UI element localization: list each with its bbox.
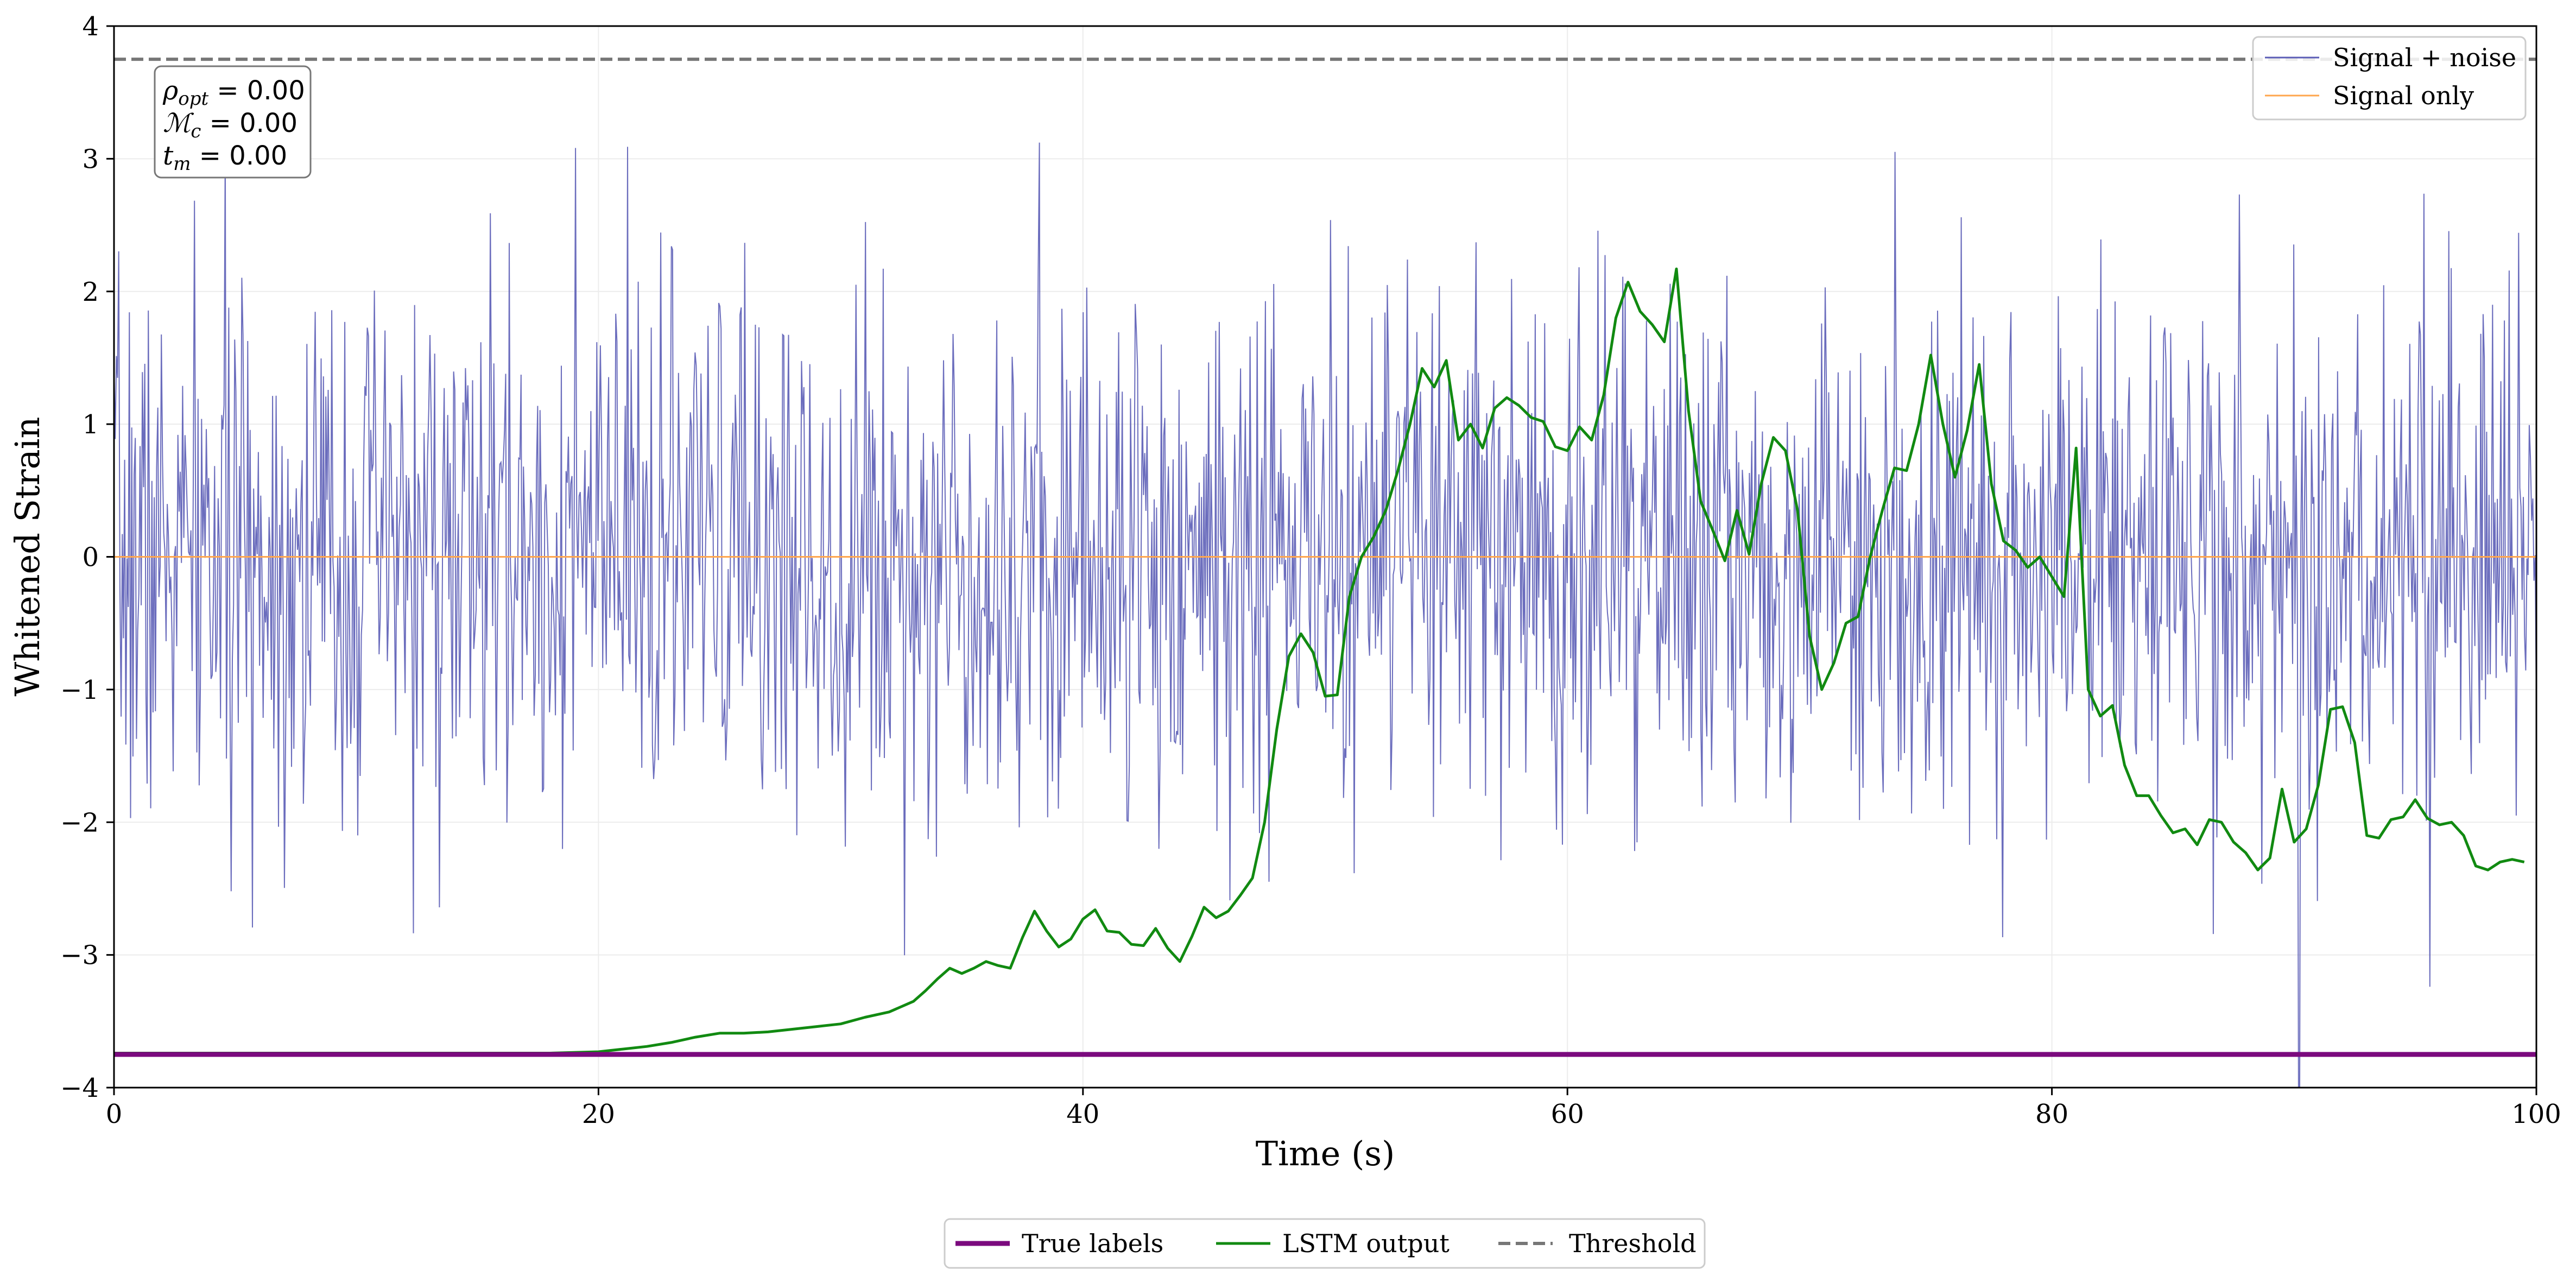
x-tick-label: 80 bbox=[2035, 1099, 2068, 1129]
signal-noise-polyline bbox=[114, 142, 2536, 1088]
stat-line: tm = 0.00 bbox=[163, 141, 287, 175]
legend-label-signal-noise: Signal + noise bbox=[2333, 43, 2516, 72]
y-axis: −4 −3 −2 −1 0 1 2 3 4 bbox=[60, 11, 114, 1103]
x-tick-label: 40 bbox=[1066, 1099, 1099, 1129]
legend-top: Signal + noise Signal only bbox=[2252, 36, 2527, 121]
y-tick-label: −1 bbox=[60, 675, 99, 705]
legend-label-threshold: Threshold bbox=[1569, 1229, 1697, 1258]
x-tick-label: 20 bbox=[582, 1099, 615, 1129]
legend-label-signal-only: Signal only bbox=[2333, 81, 2474, 110]
y-tick-label: −3 bbox=[60, 940, 99, 971]
y-tick-label: −2 bbox=[60, 807, 99, 838]
y-tick-label: 1 bbox=[82, 409, 99, 440]
y-tick-label: 2 bbox=[82, 277, 99, 307]
x-axis: 0 20 40 60 80 100 bbox=[106, 1088, 2561, 1129]
x-tick-label: 60 bbox=[1551, 1099, 1584, 1129]
y-tick-label: 0 bbox=[82, 542, 99, 573]
stat-line: ℳc = 0.00 bbox=[163, 108, 298, 142]
y-tick-label: −4 bbox=[60, 1073, 99, 1103]
legend-label-true-labels: True labels bbox=[1022, 1229, 1163, 1258]
signal-noise-trace bbox=[114, 142, 2536, 1088]
legend-label-lstm-output: LSTM output bbox=[1282, 1229, 1450, 1258]
x-tick-label: 0 bbox=[106, 1099, 123, 1129]
stat-line: ρopt = 0.00 bbox=[162, 75, 305, 110]
y-tick-label: 4 bbox=[82, 11, 99, 42]
y-tick-label: 3 bbox=[82, 144, 99, 174]
lstm-output-line bbox=[114, 267, 2525, 1054]
legend-bottom: True labels LSTM output Threshold bbox=[944, 1218, 1706, 1269]
y-axis-title: Whitened Strain bbox=[8, 417, 47, 697]
lstm-output-polyline bbox=[114, 267, 2525, 1054]
x-axis-title: Time (s) bbox=[1256, 1134, 1395, 1173]
x-tick-label: 100 bbox=[2511, 1099, 2561, 1129]
